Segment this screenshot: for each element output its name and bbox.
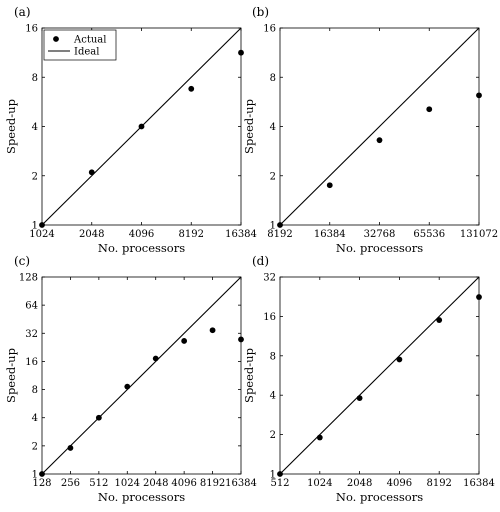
- legend-label-ideal: Ideal: [74, 47, 99, 58]
- x-tick-label: 65536: [413, 229, 445, 240]
- actual-point: [476, 294, 482, 300]
- actual-point: [181, 338, 188, 344]
- actual-point: [277, 222, 283, 228]
- actual-point: [88, 169, 95, 176]
- y-tick-label: 4: [32, 122, 38, 133]
- actual-point: [476, 92, 482, 99]
- actual-point: [152, 355, 159, 362]
- panel-1: 1024 2048 4096 8192 16384 1 2 4 8 16 No. processor…: [4, 5, 257, 255]
- x-tick-label: 512: [89, 478, 108, 489]
- y-axis-label: Speed-up: [4, 99, 18, 154]
- x-tick-label: 512: [270, 478, 289, 489]
- actual-point: [209, 327, 216, 334]
- y-tick-label: 4: [270, 391, 276, 402]
- x-tick-label: 8192: [426, 478, 451, 489]
- y-axis-label: Speed-up: [242, 348, 256, 403]
- x-tick-label: 16384: [225, 229, 257, 240]
- actual-point: [356, 395, 363, 402]
- panel-label: (c): [14, 254, 30, 268]
- x-tick-label: 256: [61, 478, 80, 489]
- y-tick-label: 1: [32, 470, 38, 481]
- x-tick-label: 32768: [364, 229, 396, 240]
- actual-point: [39, 222, 45, 228]
- actual-point: [426, 106, 433, 113]
- actual-point: [316, 434, 323, 441]
- x-tick-label: 4096: [171, 478, 196, 489]
- actual-point: [238, 336, 244, 343]
- y-axis-label: Speed-up: [242, 99, 256, 154]
- plot-frame: [279, 276, 480, 475]
- y-tick-label: 8: [270, 73, 276, 84]
- x-tick-label: 1024: [115, 478, 140, 489]
- legend-label-actual: Actual: [73, 35, 106, 46]
- x-tick-label: 16384: [463, 478, 495, 489]
- x-axis-label: No. processors: [336, 490, 423, 504]
- plot-frame: [41, 276, 242, 475]
- panel-label: (d): [252, 254, 269, 268]
- ideal-line: [41, 276, 242, 475]
- y-tick-label: 2: [270, 430, 276, 441]
- x-tick-label: 1024: [29, 229, 54, 240]
- actual-point: [39, 471, 45, 477]
- y-tick-label: 2: [270, 171, 276, 182]
- actual-point: [138, 123, 145, 130]
- x-tick-label: 16384: [225, 478, 257, 489]
- x-tick-label: 16384: [314, 229, 346, 240]
- legend-marker-actual: [53, 36, 59, 42]
- y-tick-label: 2: [32, 171, 38, 182]
- y-tick-label: 32: [263, 273, 276, 284]
- panel-2: 8192 16384 32768 65536 131072 1 2 4 8 16 No. proce…: [242, 5, 498, 255]
- x-tick-label: 2048: [347, 478, 372, 489]
- panel-label: (b): [252, 5, 269, 19]
- x-tick-label: 8192: [179, 229, 204, 240]
- x-axis-label: No. processors: [98, 490, 185, 504]
- x-tick-label: 131072: [460, 229, 498, 240]
- actual-point: [277, 471, 283, 477]
- legend-box: [43, 29, 117, 61]
- y-tick-label: 128: [19, 273, 38, 284]
- x-tick-label: 1024: [307, 478, 332, 489]
- panel-3: 128 256 512 1024 2048 4096 8192 16384 1 2 4 8 16 32 64…: [4, 254, 257, 504]
- ideal-line: [279, 276, 480, 475]
- y-tick-label: 8: [270, 351, 276, 362]
- actual-point: [124, 383, 131, 390]
- x-axis-label: No. processors: [336, 241, 423, 255]
- actual-point: [238, 49, 244, 56]
- actual-point: [326, 182, 333, 189]
- y-tick-label: 16: [263, 312, 276, 323]
- y-tick-label: 1: [270, 470, 276, 481]
- actual-point: [396, 356, 403, 363]
- y-tick-label: 16: [25, 24, 38, 35]
- y-tick-label: 1: [32, 221, 38, 232]
- panel-label: (a): [14, 5, 31, 19]
- x-tick-label: 2048: [79, 229, 104, 240]
- actual-point: [67, 445, 74, 451]
- y-axis-label: Speed-up: [4, 348, 18, 403]
- x-tick-label: 8192: [267, 229, 292, 240]
- x-tick-label: 4096: [129, 229, 154, 240]
- actual-point: [436, 317, 443, 323]
- y-tick-label: 32: [25, 329, 38, 340]
- y-tick-label: 16: [263, 24, 276, 35]
- y-tick-label: 2: [32, 441, 38, 452]
- actual-point: [95, 414, 102, 421]
- y-tick-label: 1: [270, 221, 276, 232]
- y-tick-label: 8: [32, 385, 38, 396]
- x-tick-label: 128: [32, 478, 51, 489]
- y-tick-label: 4: [270, 122, 276, 133]
- x-tick-label: 4096: [387, 478, 412, 489]
- ideal-line: [279, 27, 480, 226]
- actual-point: [376, 137, 383, 144]
- x-axis-label: No. processors: [98, 241, 185, 255]
- x-tick-label: 8192: [200, 478, 225, 489]
- actual-point: [188, 85, 195, 92]
- y-tick-label: 16: [25, 357, 38, 368]
- x-tick-label: 2048: [143, 478, 168, 489]
- y-tick-label: 8: [32, 73, 38, 84]
- y-tick-label: 4: [32, 413, 38, 424]
- y-tick-label: 64: [25, 301, 38, 312]
- panel-4: 512 1024 2048 4096 8192 16384 1 2 4 8 16 32 No. proc…: [242, 254, 495, 504]
